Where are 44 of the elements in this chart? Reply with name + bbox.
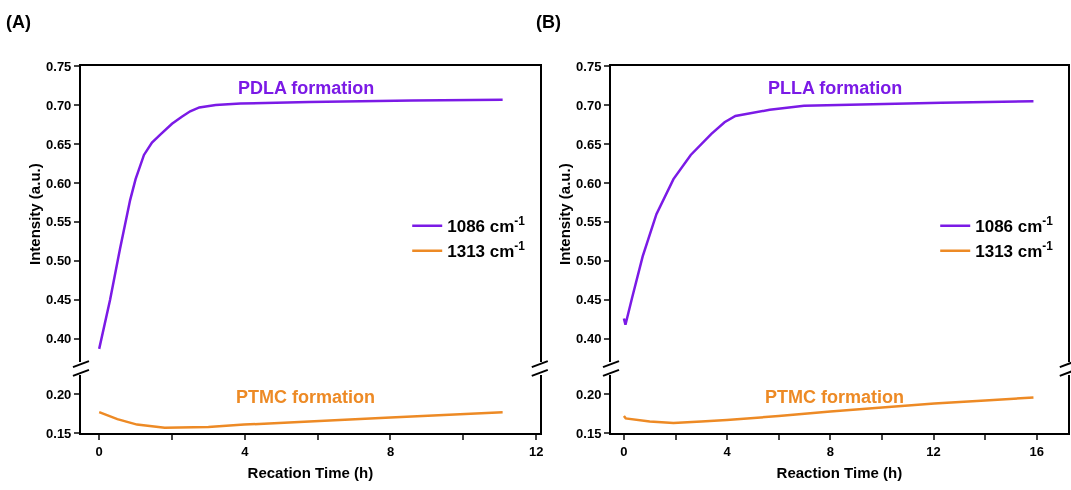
x-tick-label: 8 <box>386 443 395 459</box>
y-tick-label: 0.60 <box>46 175 72 191</box>
x-tick-label: 4 <box>723 443 732 459</box>
annotation: PLLA formation <box>768 78 903 98</box>
y-tick-label: 0.70 <box>576 97 602 113</box>
annotation: PTMC formation <box>236 387 375 407</box>
y-tick-label: 0.15 <box>576 425 602 441</box>
x-tick-label: 16 <box>1029 443 1045 459</box>
y-tick-label: 0.75 <box>576 58 602 74</box>
annotation: PDLA formation <box>238 78 375 98</box>
y-tick-label: 0.20 <box>576 386 602 402</box>
y-tick-label: 0.40 <box>576 331 602 347</box>
legend-label: 1086 cm$^{-1}$ <box>447 214 526 237</box>
chart-title: (A) <box>6 12 31 32</box>
x-tick-label: 4 <box>241 443 250 459</box>
y-tick-label: 0.65 <box>576 136 602 152</box>
x-tick-label: 12 <box>926 443 941 459</box>
y-tick-label: 0.60 <box>576 175 602 191</box>
y-tick-label: 0.55 <box>46 214 72 230</box>
y-tick-label: 0.40 <box>46 331 72 347</box>
annotation: PTMC formation <box>765 387 904 407</box>
x-tick-label: 12 <box>528 443 544 459</box>
y-tick-label: 0.75 <box>46 58 72 74</box>
legend-label: 1313 cm$^{-1}$ <box>447 239 526 262</box>
y-tick-label: 0.45 <box>46 292 72 308</box>
x-tick-label: 8 <box>826 443 834 459</box>
x-axis-title: Reaction Time (h) <box>776 464 903 482</box>
x-tick-label: 0 <box>620 443 628 459</box>
x-axis-title: Recation Time (h) <box>247 464 374 482</box>
y-tick-label: 0.45 <box>576 292 602 308</box>
y-axis-title: Intensity (a.u.) <box>25 163 43 265</box>
x-tick-label: 0 <box>95 443 103 459</box>
chart-title: (B) <box>536 12 561 32</box>
legend-label: 1313 cm$^{-1}$ <box>975 239 1054 262</box>
y-tick-label: 0.50 <box>576 253 602 269</box>
y-tick-label: 0.65 <box>46 136 72 152</box>
y-tick-label: 0.15 <box>46 425 72 441</box>
line-series <box>97 410 504 429</box>
y-tick-label: 0.20 <box>46 386 72 402</box>
legend-label: 1086 cm$^{-1}$ <box>975 214 1054 237</box>
y-tick-label: 0.70 <box>46 97 72 113</box>
y-tick-label: 0.55 <box>576 214 602 230</box>
y-axis-title: Intensity (a.u.) <box>556 163 574 265</box>
y-tick-label: 0.50 <box>46 253 72 269</box>
